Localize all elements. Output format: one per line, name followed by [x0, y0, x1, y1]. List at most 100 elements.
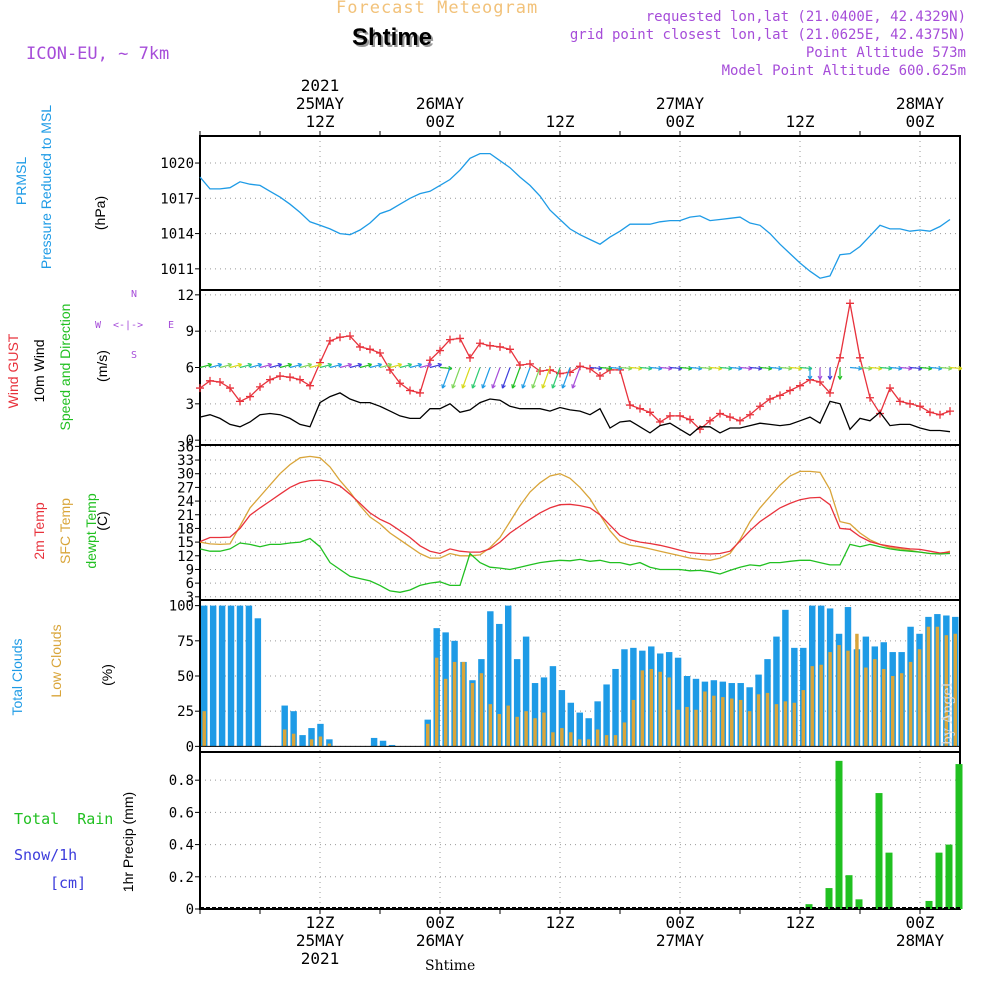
time-axis-label: 2021: [300, 949, 340, 968]
total-cloud-bar: [254, 618, 262, 747]
temp-unit-label: (C): [94, 511, 110, 531]
time-axis-label: 25MAY: [295, 931, 345, 950]
gust-marker: [336, 333, 344, 342]
wind-direction-arrow: [419, 363, 432, 369]
time-axis-label: 00Z: [425, 112, 455, 131]
gust-marker: [906, 399, 914, 408]
gust-marker: [306, 381, 314, 390]
wind-direction-arrow: [689, 366, 703, 370]
wind-direction-arrow: [491, 367, 501, 389]
wind10-label: 10m Wind: [31, 339, 47, 403]
low-cloud-bar: [613, 735, 618, 747]
low-cloud-bar: [747, 711, 752, 747]
low-cloud-bar: [864, 667, 868, 747]
low-clouds-label: Low Clouds: [48, 624, 64, 698]
wind-direction-arrow: [629, 366, 643, 370]
total-cloud-bar: [209, 605, 217, 747]
wind-direction-arrow: [669, 366, 683, 370]
wind-direction-arrow: [339, 363, 352, 369]
temp-2m-line: [199, 479, 951, 555]
total-cloud-bar: [379, 740, 387, 747]
precip-title-label: 1hr Precip (mm): [120, 791, 136, 893]
gust-marker: [866, 393, 874, 402]
wind-arrow-head: [207, 362, 213, 368]
low-cloud-bar: [658, 671, 662, 747]
gust-marker: [216, 378, 224, 387]
low-cloud-bar: [730, 698, 734, 747]
gust-line: [199, 303, 951, 431]
rain-bar: [805, 904, 813, 909]
time-axis-label: 12Z: [545, 112, 575, 131]
gust-marker: [566, 368, 574, 377]
gust-marker: [546, 365, 554, 374]
low-cloud-bar: [318, 736, 323, 747]
gust-marker: [826, 388, 834, 397]
wind-direction-arrow: [869, 366, 883, 370]
time-axis-label: 00Z: [425, 913, 455, 932]
total-cloud-bar: [281, 705, 288, 747]
y-tick-label: 9: [186, 562, 194, 578]
gust-marker: [526, 359, 534, 368]
low-cloud-bar: [282, 729, 287, 747]
y-tick-label: 25: [177, 704, 194, 720]
wind-direction-arrow: [329, 363, 342, 369]
gust-marker: [946, 407, 954, 416]
low-cloud-bar: [721, 697, 725, 747]
wind-direction-arrow: [619, 366, 633, 370]
low-cloud-bar: [202, 711, 206, 747]
wind-direction-arrow: [541, 367, 551, 389]
gust-marker: [456, 334, 464, 343]
wind-direction-arrow: [739, 366, 753, 370]
gust-marker: [416, 388, 424, 397]
y-tick-label: 6: [186, 361, 194, 377]
gust-marker: [886, 384, 894, 393]
gust-marker: [426, 356, 434, 365]
wind-arrow-head: [461, 384, 466, 389]
wind-direction-arrow: [481, 367, 491, 389]
gust-marker: [246, 392, 254, 401]
wind-direction-arrow: [379, 363, 392, 369]
gust-marker: [196, 384, 204, 393]
compass-s: S: [131, 350, 138, 361]
y-tick-label: 0.4: [169, 838, 194, 854]
low-cloud-bar: [426, 723, 430, 747]
t2m-label: 2m Temp: [31, 502, 47, 560]
y-tick-label: 33: [177, 453, 194, 469]
wind-arrow-head: [367, 362, 373, 368]
wind-direction-arrow: [521, 367, 531, 389]
low-cloud-bar: [899, 673, 904, 747]
low-cloud-bar: [774, 704, 779, 747]
wind-direction-arrow: [639, 366, 653, 370]
rain-bar: [875, 793, 883, 909]
wind-direction-arrow: [889, 366, 903, 370]
time-axis-label: 28MAY: [895, 94, 945, 113]
wind-direction-arrow: [239, 363, 252, 369]
y-tick-label: 0.6: [169, 805, 194, 821]
panel-frame: [199, 135, 961, 291]
gust-marker: [266, 375, 274, 384]
point-altitude: Point Altitude 573m: [805, 45, 966, 61]
wind-direction-arrow: [551, 367, 561, 389]
time-axis-label: 12Z: [545, 913, 575, 932]
rain-bar: [955, 764, 963, 909]
total-cloud-bar: [522, 636, 530, 747]
low-cloud-bar: [908, 661, 913, 747]
wind-arrow-head: [347, 362, 353, 368]
y-tick-label: 1014: [160, 227, 194, 243]
gust-marker: [446, 335, 454, 344]
y-tick-label: 30: [177, 467, 194, 483]
dewpt-line: [199, 537, 951, 593]
gust-marker: [796, 381, 804, 390]
gust-marker: [856, 353, 864, 362]
low-cloud-bar: [640, 670, 645, 747]
wind-direction-arrow: [879, 366, 893, 370]
total-cloud-bar: [236, 605, 244, 747]
low-cloud-bar: [801, 690, 805, 747]
wind-arrow-head: [501, 384, 506, 389]
gust-marker: [846, 299, 854, 308]
wind-arrow-head: [287, 362, 293, 368]
total-cloud-bar: [630, 647, 637, 747]
gust-marker: [226, 384, 234, 393]
gust-marker: [286, 373, 294, 382]
